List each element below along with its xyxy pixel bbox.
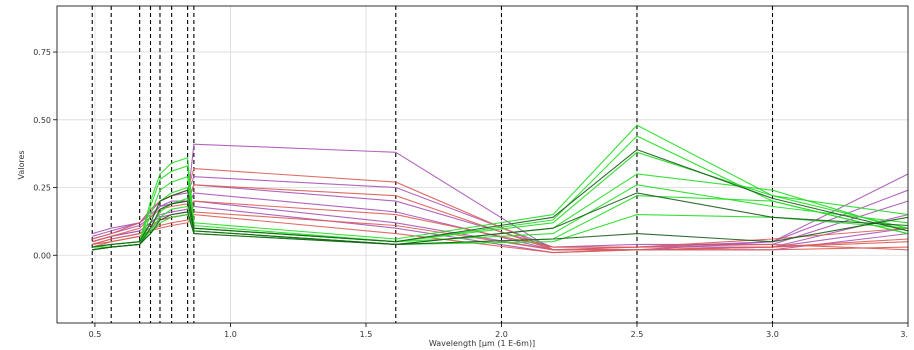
y-tick-label: 0.25 xyxy=(33,184,51,193)
x-tick-label: 0.5 xyxy=(89,330,102,339)
band-markers xyxy=(91,6,774,323)
y-tick-label: 0.75 xyxy=(33,48,51,57)
x-tick-label: 3.0 xyxy=(766,330,779,339)
x-tick-label: 2.5 xyxy=(631,330,644,339)
y-tick-label: 0.50 xyxy=(33,116,51,125)
x-tick-label: 2.0 xyxy=(495,330,508,339)
x-tick-label: 1.0 xyxy=(224,330,237,339)
series-lines xyxy=(92,124,909,254)
series-line xyxy=(92,214,909,254)
x-axis-label: Wavelength [µm (1 E-6m)] xyxy=(429,339,535,348)
series-line xyxy=(92,151,909,248)
grid xyxy=(57,6,909,323)
x-ticks: 0.5 1.0 1.5 2.0 2.5 3.0 3. xyxy=(89,323,909,339)
series-line xyxy=(92,211,909,251)
y-tick-label: 0.00 xyxy=(33,251,51,260)
series-line xyxy=(92,148,909,248)
y-axis-label: Valores xyxy=(17,150,26,179)
x-tick-label: 3. xyxy=(900,330,908,339)
x-tick-label: 1.5 xyxy=(360,330,373,339)
y-ticks: 0.00 0.25 0.50 0.75 xyxy=(33,48,57,260)
plot-frame xyxy=(56,5,909,324)
